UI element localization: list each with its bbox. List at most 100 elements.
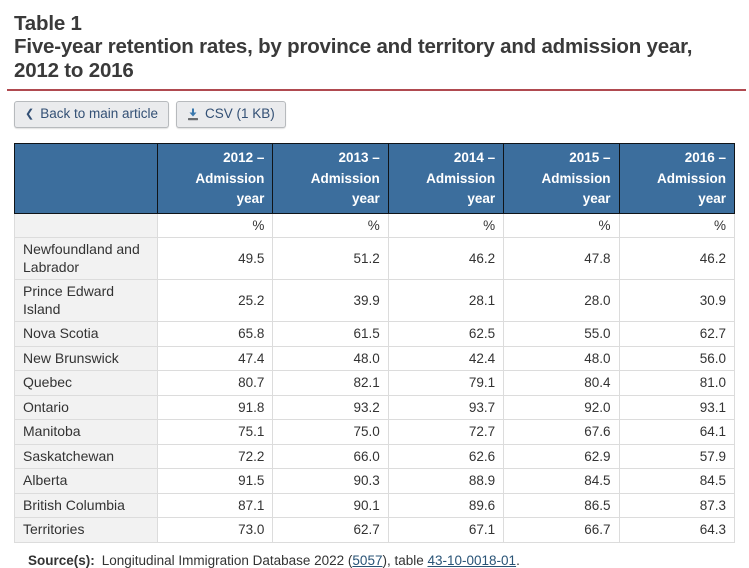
row-label: Quebec — [14, 370, 158, 396]
source-link-5057[interactable]: 5057 — [352, 552, 383, 568]
data-cell: 42.4 — [387, 345, 505, 372]
data-cell: 91.5 — [156, 468, 274, 494]
data-cell: 89.6 — [387, 492, 505, 519]
data-cell: 75.0 — [272, 419, 389, 445]
data-cell: 93.1 — [618, 394, 736, 421]
data-cell: 73.0 — [156, 517, 274, 543]
data-cell: 80.7 — [156, 370, 274, 396]
data-cell: 67.6 — [503, 419, 620, 445]
data-cell: 55.0 — [503, 321, 620, 347]
data-cell: 46.2 — [387, 237, 505, 281]
data-cell: 72.2 — [156, 443, 274, 470]
table-body: %%%%% Newfoundland and Labrador 49.5 51.2 4… — [14, 213, 736, 543]
data-cell: 84.5 — [503, 468, 620, 494]
corner-header-cell — [14, 143, 158, 215]
row-label: Manitoba — [14, 419, 158, 445]
column-header-cell: 2016 – Admission year — [618, 143, 736, 215]
data-cell: 61.5 — [272, 321, 389, 347]
data-cell: 64.3 — [618, 517, 736, 543]
source-note: Source(s): Longitudinal Immigration Datab… — [28, 553, 735, 568]
source-text-3: . — [516, 552, 520, 568]
unit-cell: % — [387, 213, 505, 239]
data-cell: 25.2 — [156, 279, 274, 323]
back-to-main-article-button[interactable]: ❮ Back to main article — [14, 101, 170, 129]
data-cell: 93.2 — [272, 394, 389, 421]
table-row: Newfoundland and Labrador 49.5 51.2 46.2 47.… — [14, 237, 736, 281]
data-cell: 62.7 — [272, 517, 389, 543]
unit-cell: % — [618, 213, 736, 239]
data-cell: 80.4 — [503, 370, 620, 396]
table-row: Manitoba 75.1 75.0 72.7 67.6 64.1 — [14, 419, 736, 445]
data-cell: 90.3 — [272, 468, 389, 494]
data-cell: 91.8 — [156, 394, 274, 421]
table-row: New Brunswick 47.4 48.0 42.4 48.0 56.0 — [14, 345, 736, 372]
title-divider-rule — [7, 89, 746, 92]
source-label: Source(s): — [28, 552, 95, 568]
data-cell: 28.1 — [387, 279, 505, 323]
data-cell: 67.1 — [387, 517, 505, 543]
row-label: Nova Scotia — [14, 321, 158, 347]
data-cell: 86.5 — [503, 492, 620, 519]
row-label: New Brunswick — [14, 345, 158, 372]
unit-row-stub-cell — [14, 213, 158, 239]
column-header-cell: 2014 – Admission year — [387, 143, 505, 215]
data-cell: 39.9 — [272, 279, 389, 323]
table-row: Territories 73.0 62.7 67.1 66.7 64.3 — [14, 517, 736, 543]
data-cell: 48.0 — [503, 345, 620, 372]
data-cell: 46.2 — [618, 237, 736, 281]
data-cell: 51.2 — [272, 237, 389, 281]
unit-cell: % — [272, 213, 389, 239]
data-cell: 49.5 — [156, 237, 274, 281]
data-cell: 79.1 — [387, 370, 505, 396]
column-header-cell: 2012 – Admission year — [156, 143, 274, 215]
data-cell: 84.5 — [618, 468, 736, 494]
row-label: Alberta — [14, 468, 158, 494]
table-title-text: Five-year retention rates, by province a… — [14, 35, 693, 82]
source-text-2: ), table — [382, 552, 428, 568]
data-cell: 93.7 — [387, 394, 505, 421]
data-cell: 62.6 — [387, 443, 505, 470]
row-label: Territories — [14, 517, 158, 543]
data-cell: 28.0 — [503, 279, 620, 323]
back-button-label: Back to main article — [40, 106, 159, 122]
data-cell: 62.5 — [387, 321, 505, 347]
data-cell: 65.8 — [156, 321, 274, 347]
data-cell: 62.9 — [503, 443, 620, 470]
data-cell: 82.1 — [272, 370, 389, 396]
download-icon — [187, 108, 199, 121]
table-row: Alberta 91.5 90.3 88.9 84.5 84.5 — [14, 468, 736, 494]
data-cell: 30.9 — [618, 279, 736, 323]
data-cell: 88.9 — [387, 468, 505, 494]
table-row: Ontario 91.8 93.2 93.7 92.0 93.1 — [14, 394, 736, 421]
source-text-1: Longitudinal Immigration Database 2022 ( — [101, 552, 353, 568]
data-cell: 47.8 — [503, 237, 620, 281]
data-cell: 81.0 — [618, 370, 736, 396]
data-cell: 87.1 — [156, 492, 274, 519]
data-cell: 90.1 — [272, 492, 389, 519]
unit-cell: % — [156, 213, 274, 239]
table-row: Saskatchewan 72.2 66.0 62.6 62.9 57.9 — [14, 443, 736, 470]
table-row: British Columbia 87.1 90.1 89.6 86.5 87.3 — [14, 492, 736, 519]
data-cell: 72.7 — [387, 419, 505, 445]
table-row: Quebec 80.7 82.1 79.1 80.4 81.0 — [14, 370, 736, 396]
data-cell: 66.7 — [503, 517, 620, 543]
data-cell: 57.9 — [618, 443, 736, 470]
row-label: British Columbia — [14, 492, 158, 519]
data-cell: 75.1 — [156, 419, 274, 445]
row-label: Ontario — [14, 394, 158, 421]
unit-cell: % — [503, 213, 620, 239]
row-label: Saskatchewan — [14, 443, 158, 470]
row-label: Prince Edward Island — [14, 279, 158, 323]
source-link-table-number[interactable]: 43-10-0018-01 — [427, 552, 517, 568]
data-cell: 92.0 — [503, 394, 620, 421]
page-title: Table 1 Five-year retention rates, by pr… — [14, 12, 720, 82]
column-header-cell: 2013 – Admission year — [272, 143, 389, 215]
data-cell: 56.0 — [618, 345, 736, 372]
csv-download-button[interactable]: CSV (1 KB) — [176, 101, 286, 129]
data-cell: 66.0 — [272, 443, 389, 470]
toolbar: ❮ Back to main article CSV (1 KB) — [14, 101, 735, 129]
table-header: 2012 – Admission year 2013 – Admission year… — [14, 143, 736, 215]
table-row: Nova Scotia 65.8 61.5 62.5 55.0 62.7 — [14, 321, 736, 347]
unit-row: %%%%% — [14, 213, 736, 239]
